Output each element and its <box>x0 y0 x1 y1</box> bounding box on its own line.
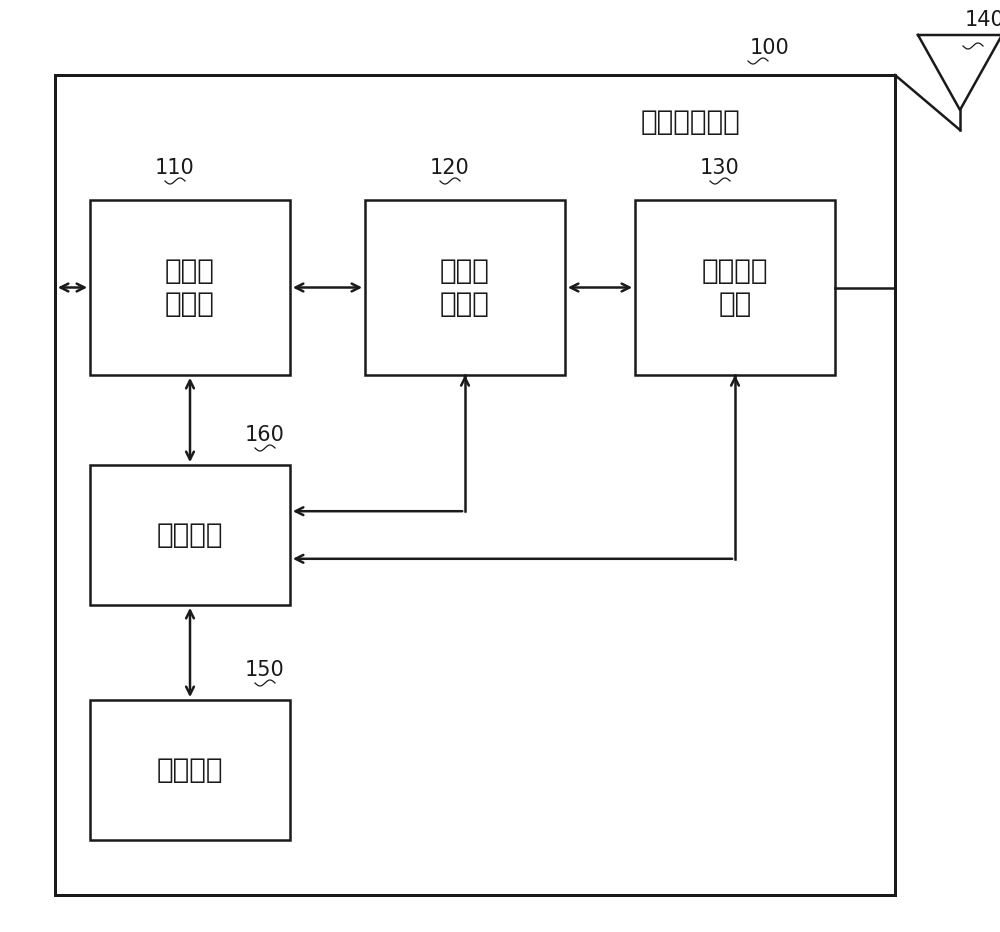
Text: 140: 140 <box>965 10 1000 30</box>
Text: 信息处理装置: 信息处理装置 <box>640 108 740 136</box>
Bar <box>90 465 290 605</box>
Bar <box>635 200 835 375</box>
Text: 数据处
理单元: 数据处 理单元 <box>165 257 215 318</box>
Text: 160: 160 <box>245 425 285 445</box>
Bar <box>90 200 290 375</box>
Text: 无线接口
单元: 无线接口 单元 <box>702 257 768 318</box>
Text: 100: 100 <box>750 38 790 58</box>
Bar <box>365 200 565 375</box>
Text: 150: 150 <box>245 660 285 680</box>
Bar <box>90 700 290 840</box>
Text: 信号处
理单元: 信号处 理单元 <box>440 257 490 318</box>
Text: 120: 120 <box>430 158 470 178</box>
Text: 存储单元: 存储单元 <box>157 756 223 784</box>
Bar <box>55 75 895 895</box>
Text: 130: 130 <box>700 158 740 178</box>
Text: 控制单元: 控制单元 <box>157 521 223 549</box>
Text: 110: 110 <box>155 158 195 178</box>
